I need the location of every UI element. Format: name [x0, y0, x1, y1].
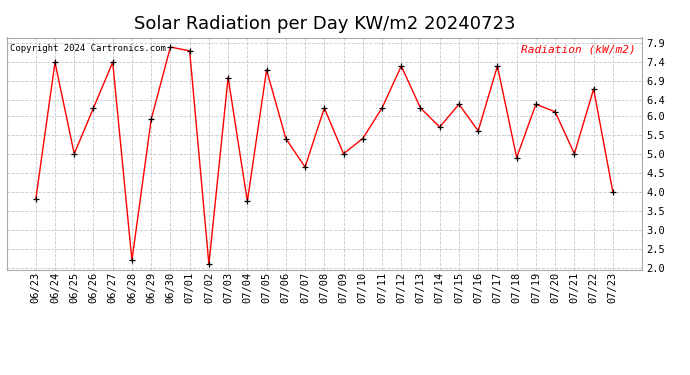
Text: Radiation (kW/m2): Radiation (kW/m2): [520, 45, 635, 54]
Title: Solar Radiation per Day KW/m2 20240723: Solar Radiation per Day KW/m2 20240723: [134, 15, 515, 33]
Text: Copyright 2024 Cartronics.com: Copyright 2024 Cartronics.com: [10, 45, 166, 54]
